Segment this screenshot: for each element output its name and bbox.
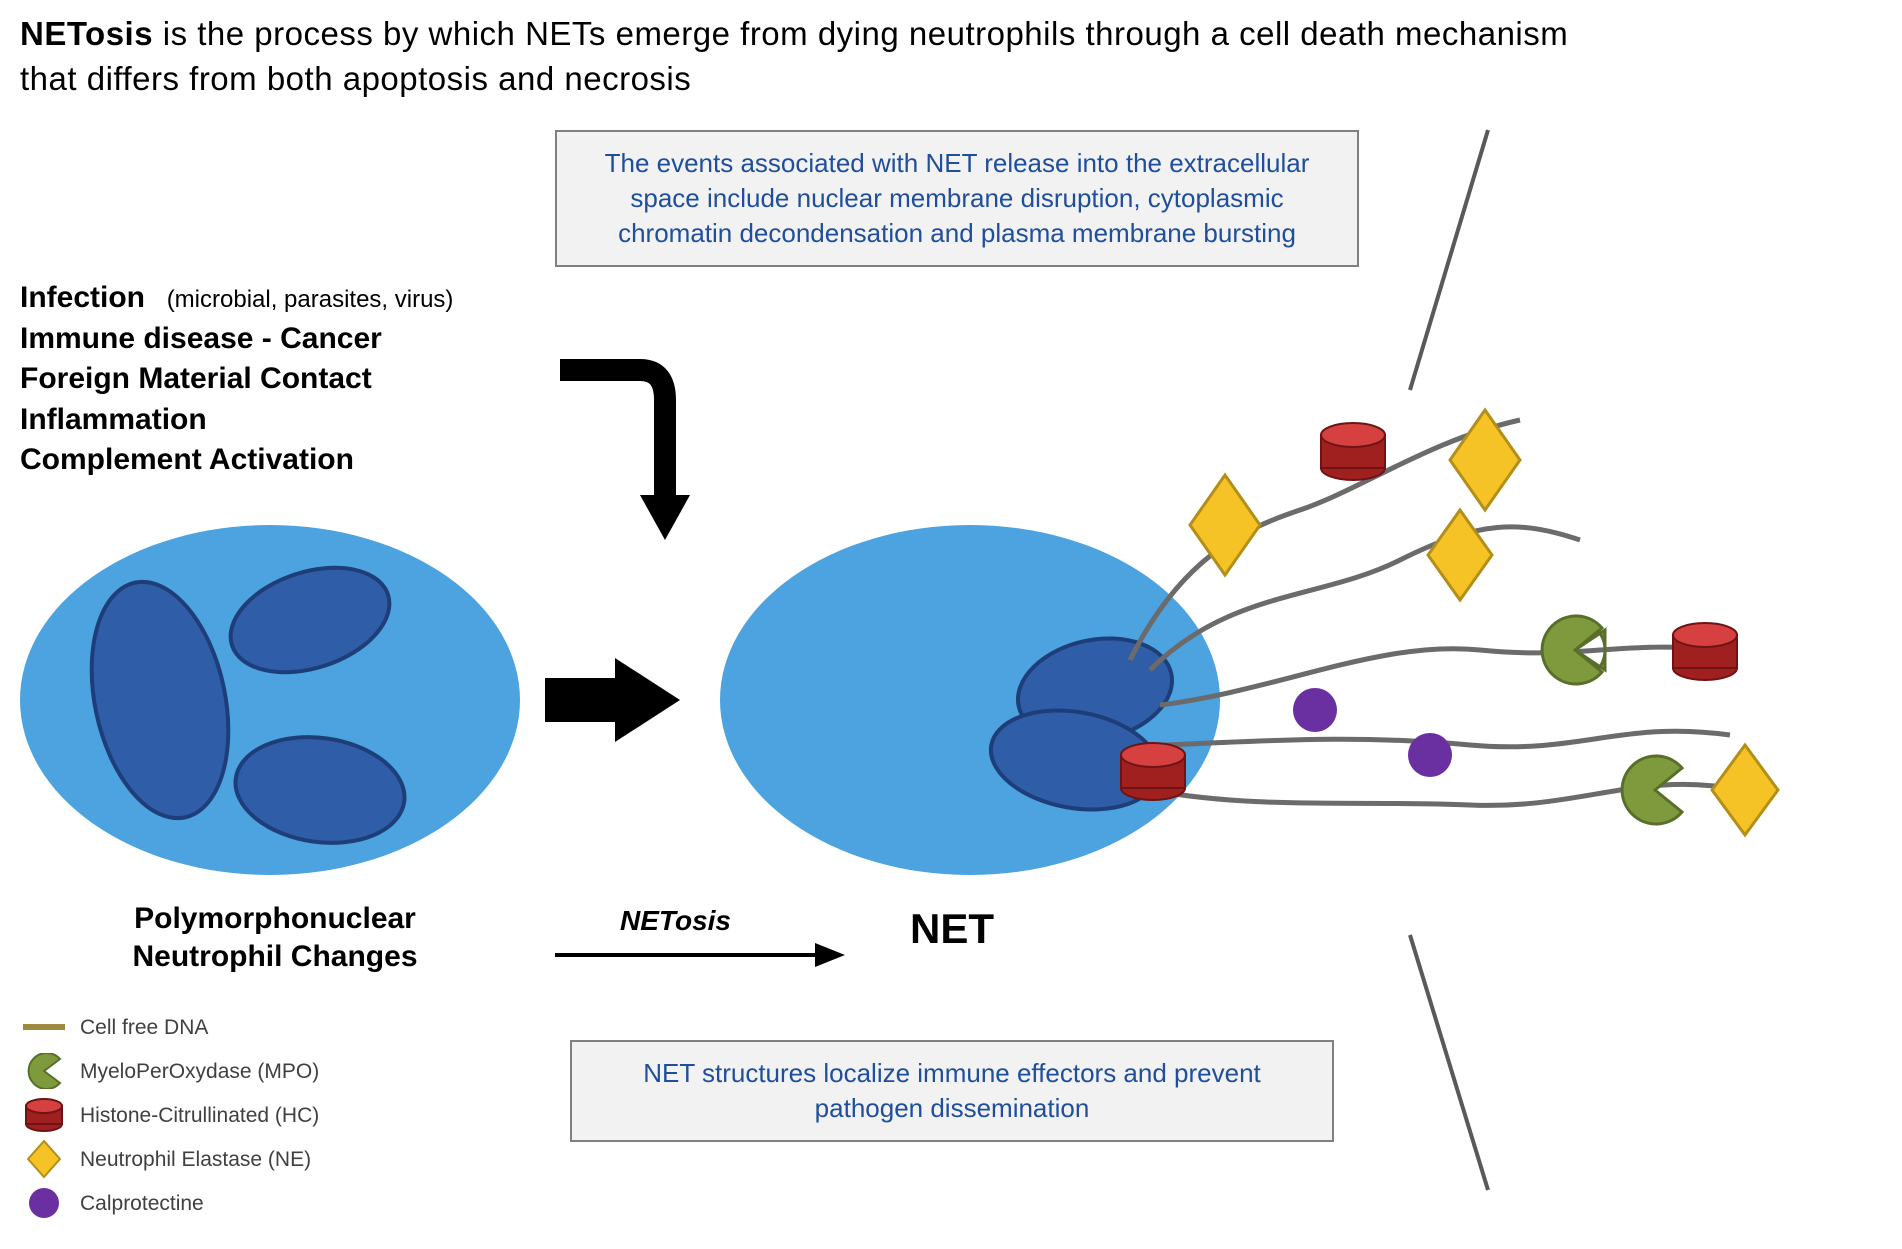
neutrophil-caption: Polymorphonuclear Neutrophil Changes <box>60 900 490 975</box>
legend-row-hc: Histone-Citrullinated (HC) <box>20 1093 319 1137</box>
legend-label-cal: Calprotectine <box>80 1193 204 1214</box>
histone-icon <box>1321 423 1385 480</box>
netosis-arrow-head-icon <box>815 943 845 967</box>
dna-strands <box>1130 420 1740 805</box>
legend-row-mpo: MyeloPerOxydase (MPO) <box>20 1049 319 1093</box>
trigger-line-4: Inflammation <box>20 400 453 441</box>
trigger-list: Infection (microbial, parasites, virus) … <box>20 278 453 481</box>
trigger-infection-sub-text: (microbial, parasites, virus) <box>167 286 454 313</box>
trigger-line-2: Immune disease - Cancer <box>20 319 453 360</box>
legend-swatch-dna-icon <box>20 1022 68 1032</box>
mpo-icon <box>1542 616 1602 684</box>
legend-label-mpo: MyeloPerOxydase (MPO) <box>80 1061 319 1082</box>
nucleus-lobe <box>217 549 403 691</box>
mpo-icon <box>1622 756 1682 824</box>
legend-swatch-ne-icon <box>20 1139 68 1179</box>
title-bold: NETosis <box>20 15 153 52</box>
ne-diamond-icon <box>1190 410 1778 835</box>
mpo-icon <box>1545 620 1605 680</box>
nucleus-lobe <box>229 727 412 854</box>
curved-arrow-icon <box>560 370 665 500</box>
bracket-top-line <box>1410 130 1488 390</box>
legend: Cell free DNA MyeloPerOxydase (MPO) Hist… <box>20 1005 319 1225</box>
neutrophil-cell <box>20 525 520 875</box>
trigger-infection-sub <box>153 286 166 313</box>
neutrophil-caption-l1: Polymorphonuclear <box>60 900 490 938</box>
net-nucleus-lobe <box>1008 625 1181 755</box>
bracket-bottom-line <box>1410 935 1488 1190</box>
legend-swatch-hc-icon <box>20 1096 68 1134</box>
curved-arrow-head-icon <box>640 495 690 540</box>
transition-arrow-icon <box>545 658 680 742</box>
title-text: NETosis is the process by which NETs eme… <box>20 12 1580 101</box>
histone-icon <box>1673 623 1737 680</box>
legend-row-dna: Cell free DNA <box>20 1005 319 1049</box>
info-box-top-text: The events associated with NET release i… <box>605 148 1310 248</box>
info-box-bottom-text: NET structures localize immune effectors… <box>643 1058 1261 1123</box>
title-rest: is the process by which NETs emerge from… <box>20 15 1568 97</box>
nucleus-lobe <box>71 569 248 831</box>
neutrophil-caption-l2: Neutrophil Changes <box>60 938 490 976</box>
legend-label-ne: Neutrophil Elastase (NE) <box>80 1149 311 1170</box>
legend-swatch-cal-icon <box>20 1185 68 1221</box>
legend-row-ne: Neutrophil Elastase (NE) <box>20 1137 319 1181</box>
calprotectin-icon <box>1408 733 1452 777</box>
legend-row-cal: Calprotectine <box>20 1181 319 1225</box>
calprotectin-icon <box>1293 688 1337 732</box>
net-nucleus-lobe <box>983 698 1167 822</box>
legend-swatch-mpo-icon <box>20 1053 68 1089</box>
trigger-infection: Infection <box>20 281 145 314</box>
trigger-line-3: Foreign Material Contact <box>20 359 453 400</box>
net-cell <box>720 525 1220 875</box>
trigger-line-1: Infection (microbial, parasites, virus) <box>20 278 453 319</box>
info-box-bottom: NET structures localize immune effectors… <box>570 1040 1334 1142</box>
info-box-top: The events associated with NET release i… <box>555 130 1359 267</box>
histone-icon <box>1121 743 1185 800</box>
legend-label-hc: Histone-Citrullinated (HC) <box>80 1105 319 1126</box>
legend-label-dna: Cell free DNA <box>80 1017 208 1038</box>
net-label: NET <box>910 905 994 953</box>
trigger-line-5: Complement Activation <box>20 440 453 481</box>
netosis-arrow-label: NETosis <box>620 905 731 937</box>
